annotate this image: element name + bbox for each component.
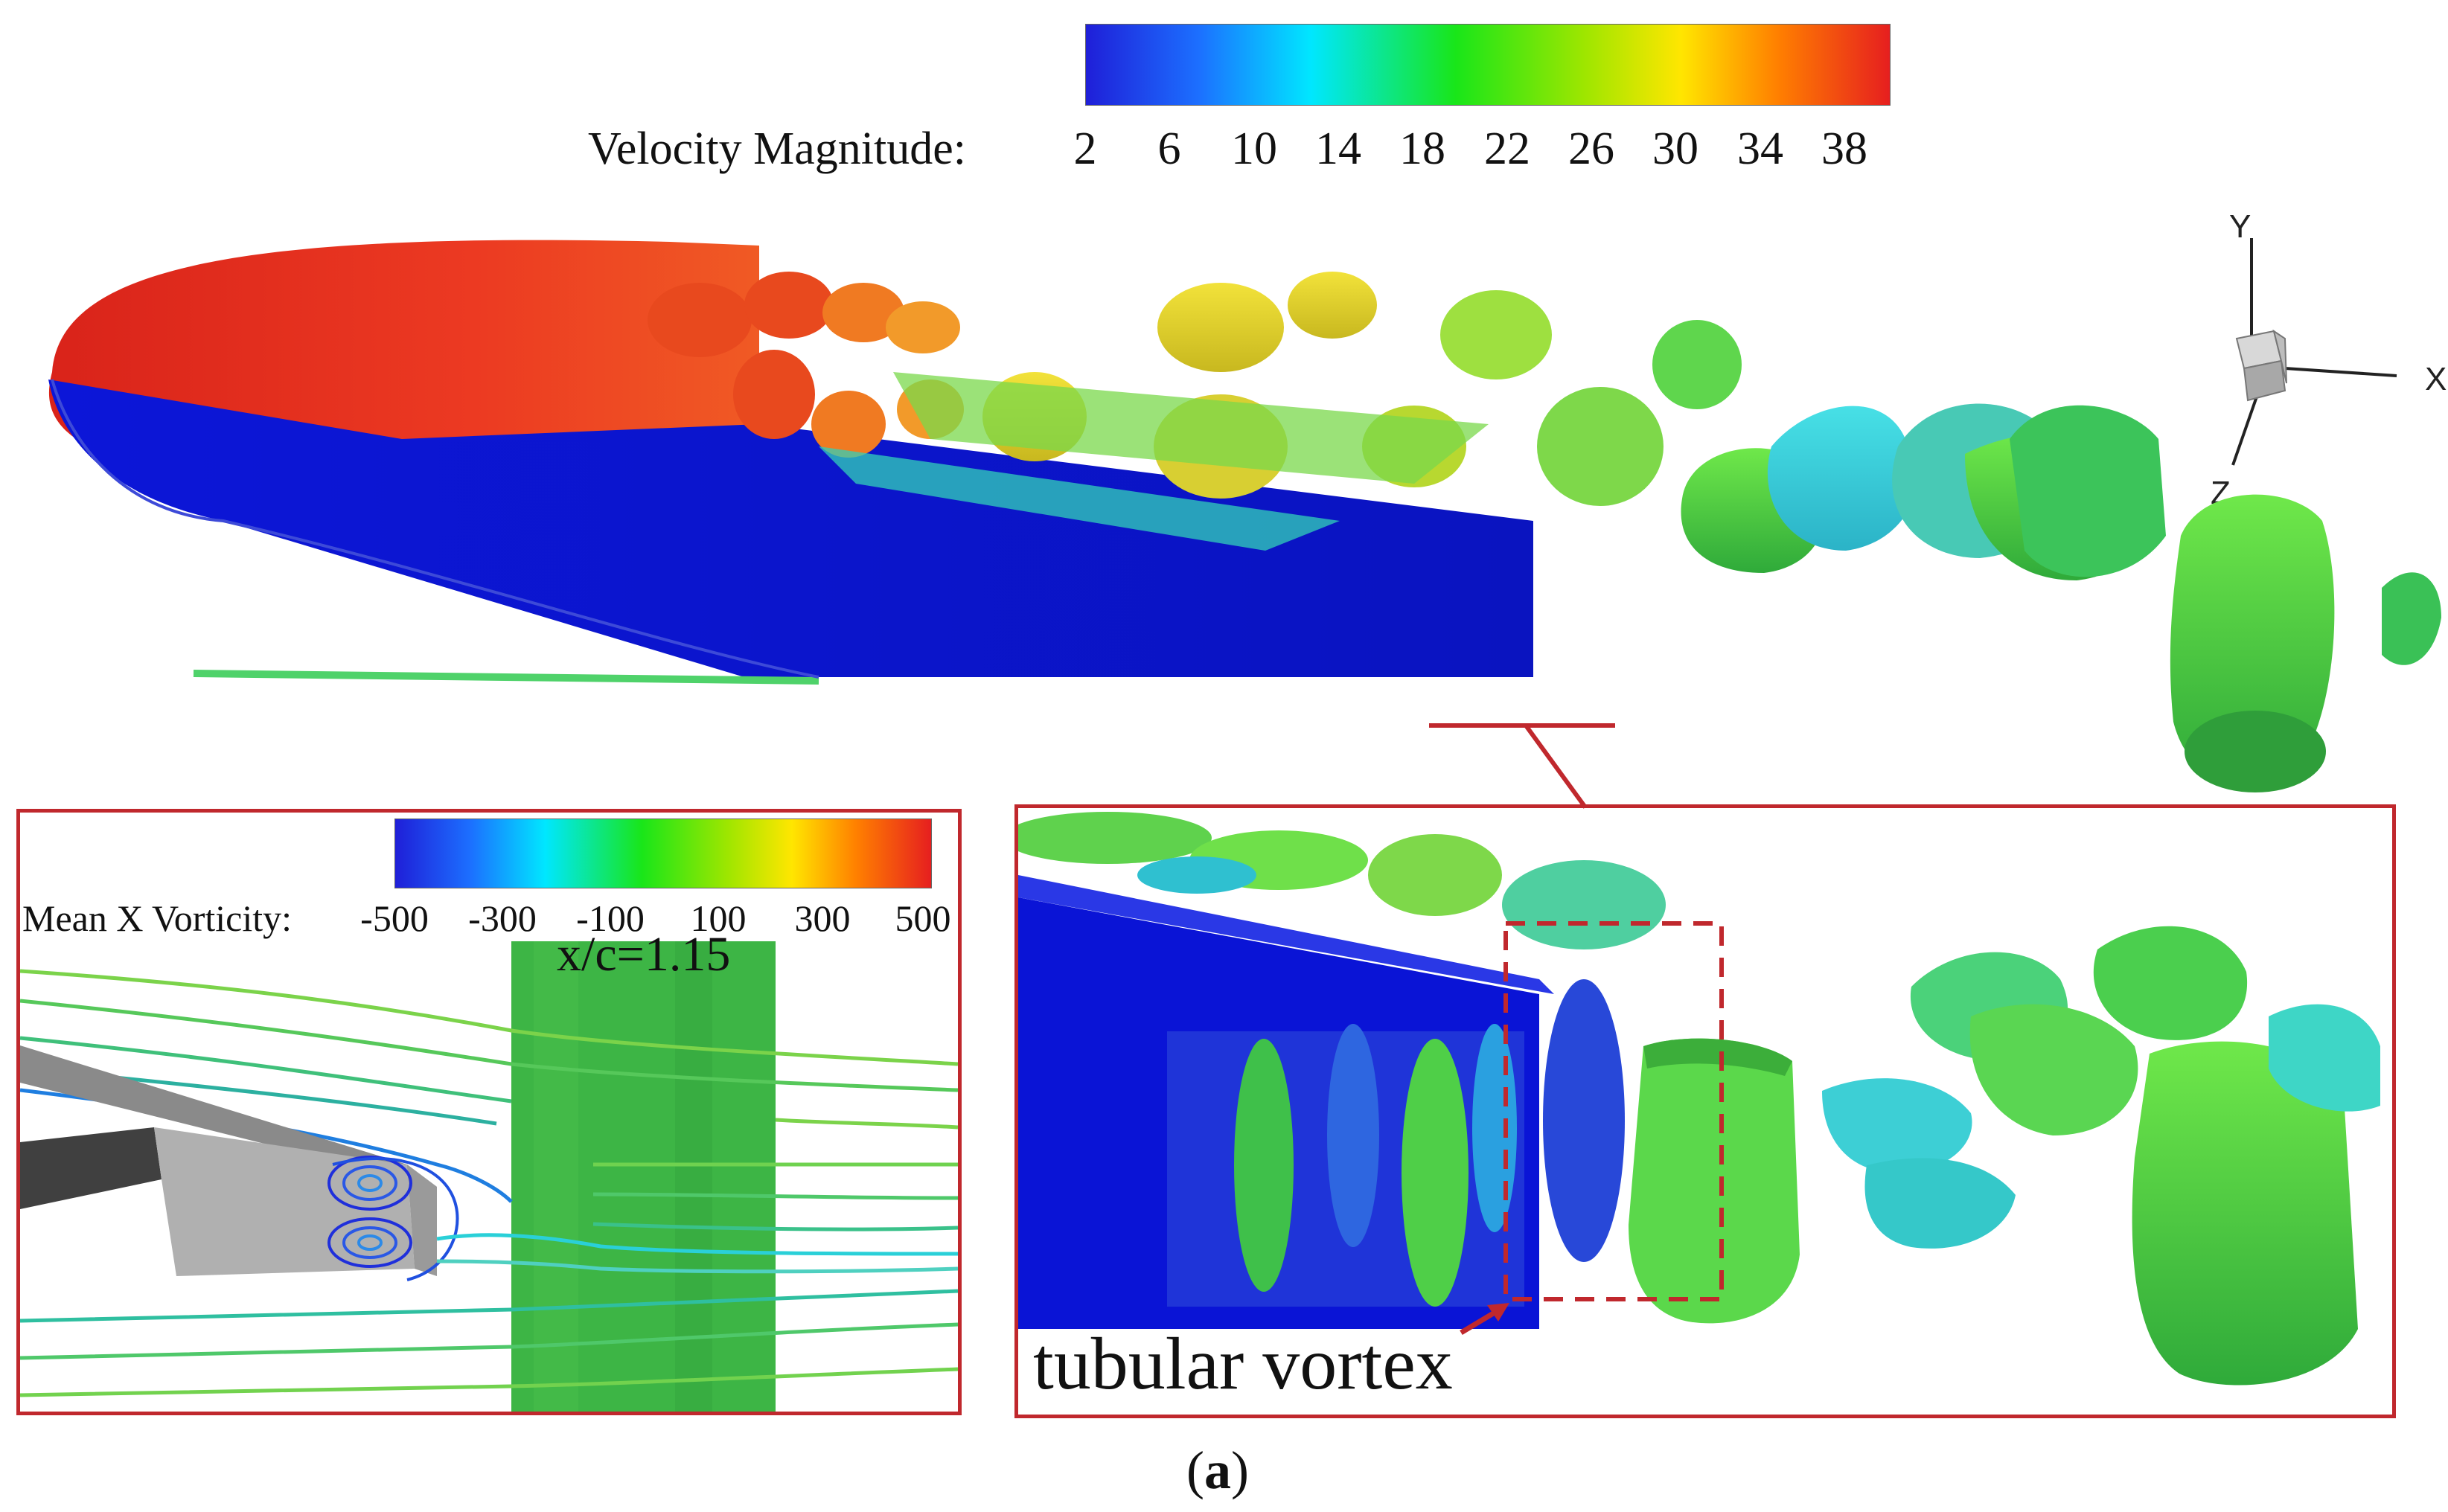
inset-upper-vortices <box>1018 812 1666 949</box>
velocity-tick: 38 <box>1821 124 1867 174</box>
velocity-tick: 14 <box>1315 124 1361 174</box>
vorticity-tick: 100 <box>690 897 747 939</box>
velocity-tick: 30 <box>1652 124 1698 174</box>
vorticity-colorbar <box>394 819 932 888</box>
inset-trailing-edge-turbulence <box>1167 979 1625 1307</box>
bluff-body-side <box>20 1127 162 1209</box>
vorticity-tick: -100 <box>576 897 645 939</box>
right-inset-frame <box>1014 804 2396 1418</box>
farwake-vortices <box>1681 403 2441 792</box>
caption-letter: a <box>1204 1441 1231 1500</box>
velocity-tick: 2 <box>1073 124 1097 174</box>
airfoil-upper-surface <box>48 240 760 446</box>
bluff-body-front <box>154 1127 415 1276</box>
velocity-tick: 6 <box>1157 124 1181 174</box>
tubular-vortex-shape <box>1629 1038 1800 1324</box>
left-inset-frame <box>16 809 962 1415</box>
caption-close: ) <box>1230 1441 1249 1500</box>
vorticity-colorbar-label: Mean X Vorticity: <box>22 897 293 939</box>
streamlines-lower <box>20 1233 958 1397</box>
streamlines-upper <box>20 969 958 1231</box>
airfoil-lower-surface <box>48 379 1533 677</box>
vorticity-tick: -500 <box>360 897 429 939</box>
velocity-colorbar-label: Velocity Magnitude: <box>588 124 966 174</box>
bluff-body-top <box>20 1045 437 1187</box>
midwake-vortices <box>819 272 1742 551</box>
caption-open: ( <box>1186 1441 1204 1500</box>
tubular-vortex-highlight-box <box>1503 921 1724 1301</box>
axes-triad: Y X Z <box>2203 208 2448 521</box>
velocity-tick: 10 <box>1231 124 1277 174</box>
axis-x-label: X <box>2425 361 2447 397</box>
right-inset-isosurface-view <box>1018 812 2380 1386</box>
vorticity-tick: 500 <box>895 897 951 939</box>
velocity-tick: 34 <box>1737 124 1783 174</box>
airfoil-wake-isosurface-view <box>48 240 2441 809</box>
figure-caption: (a) <box>1186 1440 1249 1502</box>
vorticity-tick: -300 <box>468 897 537 939</box>
annotation-arrow <box>1460 1307 1500 1336</box>
axes-triad-graphic <box>2231 238 2397 466</box>
velocity-tick: 26 <box>1568 124 1614 174</box>
slice-leader-line <box>1524 724 1588 809</box>
tubular-vortex-label: tubular vortex <box>1033 1322 1453 1405</box>
slice-station-label: x/c=1.15 <box>557 927 731 981</box>
velocity-colorbar-ticks: 2 6 10 14 18 22 26 30 34 38 <box>0 123 2448 182</box>
upstream-vortices <box>648 272 964 458</box>
left-inset-streamline-view <box>20 941 958 1412</box>
velocity-tick: 22 <box>1484 124 1530 174</box>
inset-downstream-vortices <box>1822 926 2380 1386</box>
axis-y-label: Y <box>2229 208 2252 245</box>
airfoil-lower-edge <box>193 670 819 685</box>
velocity-tick: 18 <box>1399 124 1445 174</box>
vorticity-tick: 300 <box>794 897 851 939</box>
velocity-colorbar <box>1085 24 1891 106</box>
